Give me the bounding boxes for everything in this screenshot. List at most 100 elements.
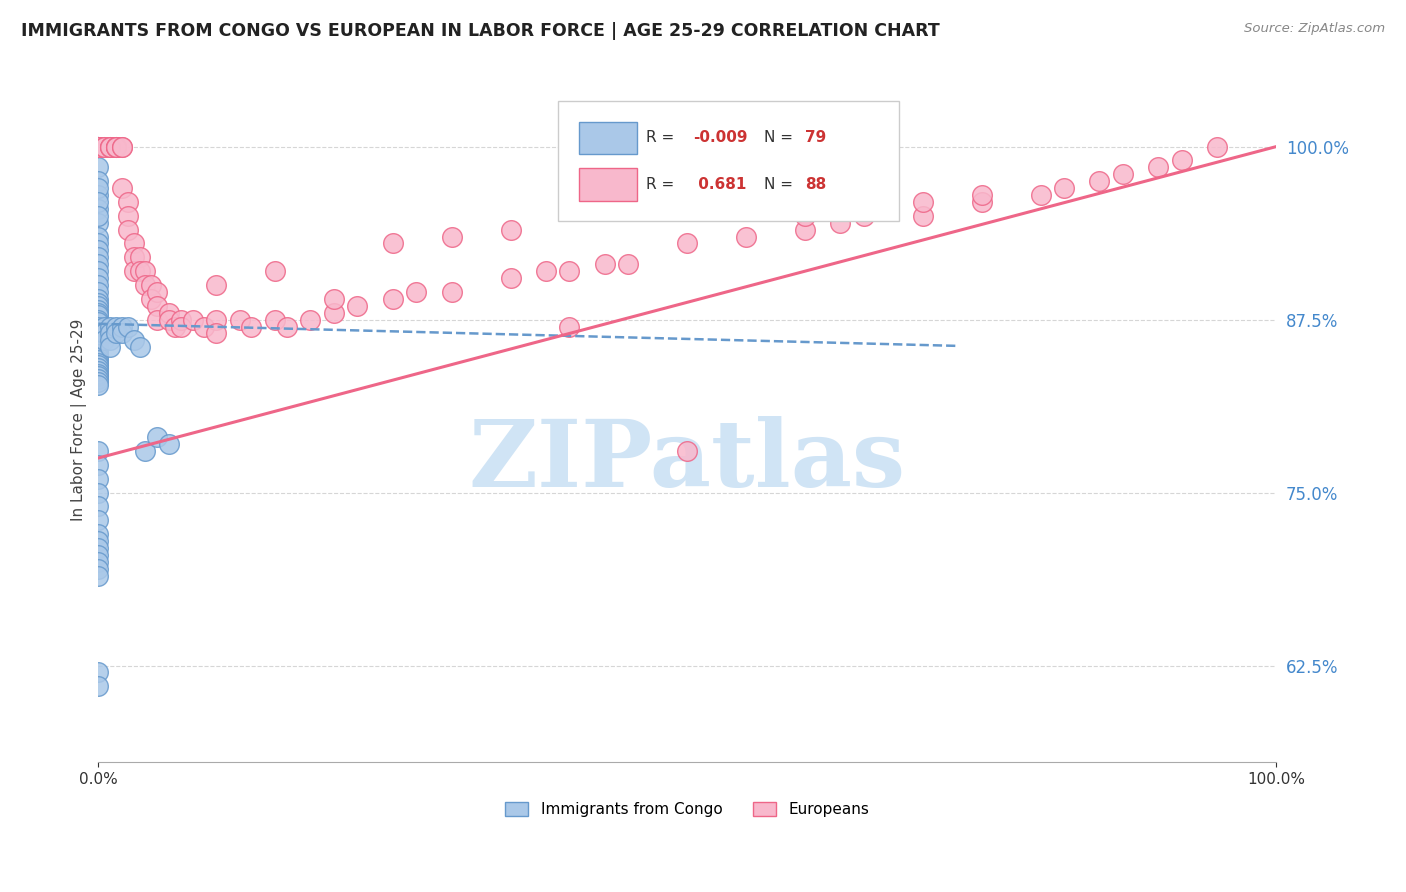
- Point: [405, 285, 427, 299]
- Point: [87, 296, 110, 310]
- Point: [299, 312, 322, 326]
- Point: [558, 264, 581, 278]
- Point: [1171, 153, 1194, 168]
- Point: [87, 139, 110, 153]
- Point: [87, 216, 110, 230]
- Point: [276, 319, 298, 334]
- Point: [111, 139, 134, 153]
- Point: [87, 315, 110, 329]
- Point: [87, 264, 110, 278]
- Point: [911, 194, 934, 209]
- Point: [87, 326, 110, 341]
- Point: [87, 359, 110, 373]
- Text: N =: N =: [763, 130, 797, 145]
- Point: [87, 139, 110, 153]
- Point: [87, 285, 110, 299]
- Point: [122, 334, 145, 348]
- Point: [322, 306, 344, 320]
- Point: [264, 312, 287, 326]
- Point: [593, 257, 616, 271]
- Point: [499, 222, 522, 236]
- Point: [87, 139, 110, 153]
- Point: [1147, 161, 1170, 175]
- Point: [87, 355, 110, 369]
- Point: [87, 513, 110, 527]
- Point: [87, 139, 110, 153]
- Text: 88: 88: [806, 178, 827, 192]
- Text: IMMIGRANTS FROM CONGO VS EUROPEAN IN LABOR FORCE | AGE 25-29 CORRELATION CHART: IMMIGRANTS FROM CONGO VS EUROPEAN IN LAB…: [21, 22, 939, 40]
- Point: [87, 174, 110, 188]
- Y-axis label: In Labor Force | Age 25-29: In Labor Force | Age 25-29: [72, 318, 87, 521]
- Point: [122, 236, 145, 251]
- Point: [87, 364, 110, 378]
- Point: [105, 139, 128, 153]
- Point: [534, 264, 557, 278]
- Text: R =: R =: [645, 178, 679, 192]
- Point: [93, 139, 115, 153]
- Point: [205, 312, 228, 326]
- Point: [676, 444, 699, 458]
- Point: [87, 139, 110, 153]
- FancyBboxPatch shape: [579, 169, 637, 202]
- Point: [122, 264, 145, 278]
- Point: [87, 181, 110, 195]
- Point: [117, 319, 139, 334]
- Text: 79: 79: [806, 130, 827, 145]
- Legend: Immigrants from Congo, Europeans: Immigrants from Congo, Europeans: [499, 796, 875, 823]
- Point: [111, 139, 134, 153]
- Point: [111, 326, 134, 341]
- Point: [87, 361, 110, 376]
- Point: [911, 209, 934, 223]
- Point: [146, 312, 169, 326]
- Point: [87, 372, 110, 386]
- Point: [87, 194, 110, 209]
- Point: [1088, 174, 1111, 188]
- Point: [1029, 188, 1052, 202]
- Point: [87, 188, 110, 202]
- Point: [205, 326, 228, 341]
- Point: [1053, 181, 1076, 195]
- Text: ZIPatlas: ZIPatlas: [468, 416, 905, 506]
- Point: [128, 264, 150, 278]
- Point: [87, 319, 110, 334]
- Point: [794, 222, 817, 236]
- Point: [970, 188, 993, 202]
- Point: [87, 244, 110, 258]
- Point: [264, 264, 287, 278]
- Point: [87, 250, 110, 264]
- Point: [93, 334, 115, 348]
- Point: [87, 139, 110, 153]
- Point: [146, 299, 169, 313]
- Point: [87, 679, 110, 693]
- Point: [87, 139, 110, 153]
- Point: [105, 319, 128, 334]
- Point: [87, 278, 110, 293]
- Point: [558, 319, 581, 334]
- Point: [87, 139, 110, 153]
- Point: [87, 527, 110, 541]
- Point: [87, 344, 110, 359]
- Point: [105, 139, 128, 153]
- Point: [87, 458, 110, 472]
- Point: [205, 278, 228, 293]
- Point: [117, 222, 139, 236]
- Point: [98, 334, 121, 348]
- Point: [1206, 139, 1229, 153]
- Point: [87, 312, 110, 326]
- Point: [87, 336, 110, 351]
- Point: [93, 319, 115, 334]
- Point: [87, 500, 110, 514]
- Point: [134, 278, 156, 293]
- Point: [87, 139, 110, 153]
- Point: [98, 319, 121, 334]
- Text: -0.009: -0.009: [693, 130, 748, 145]
- Point: [87, 562, 110, 576]
- Point: [105, 139, 128, 153]
- Point: [87, 377, 110, 392]
- Point: [87, 352, 110, 367]
- Point: [735, 229, 758, 244]
- Text: N =: N =: [763, 178, 797, 192]
- Point: [87, 309, 110, 323]
- Point: [240, 319, 263, 334]
- Point: [87, 347, 110, 361]
